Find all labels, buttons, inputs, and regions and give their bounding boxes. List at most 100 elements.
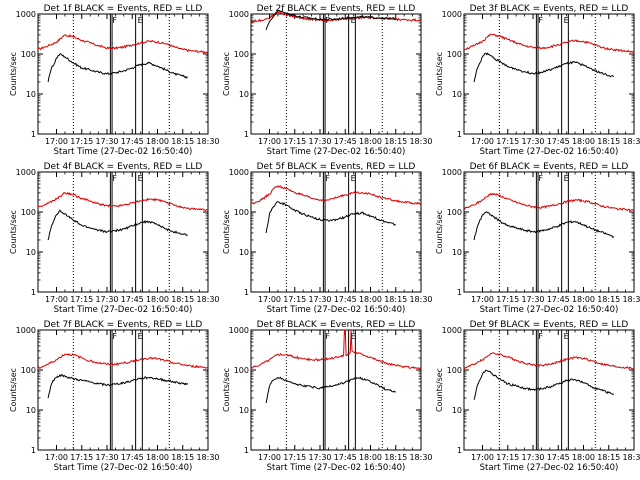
y-axis-label: Counts/sec	[9, 52, 18, 96]
panel-title: Det 8f BLACK = Events, RED = LLD	[257, 320, 416, 330]
panel-det-1: Det 1f BLACK = Events, RED = LLD 1 10 100 10…	[9, 4, 220, 157]
x-tick-label: 17:30	[308, 137, 331, 146]
x-tick-label: 18:30	[409, 137, 432, 146]
y-tick-label: 100	[234, 366, 249, 375]
x-tick-label: 18:00	[146, 137, 169, 146]
x-axis-label: Start Time (27-Dec-02 16:50:40)	[267, 147, 406, 157]
x-tick-label: 18:00	[572, 295, 595, 304]
events-series-line	[47, 373, 189, 399]
panel-title: Det 6f BLACK = Events, RED = LLD	[470, 162, 629, 172]
panel-det-2: Det 2f BLACK = Events, RED = LLD 1 10 100 10…	[222, 4, 433, 157]
x-tick-label: 18:30	[409, 453, 432, 462]
events-series-line	[473, 52, 615, 83]
x-tick-label: 17:15	[283, 453, 306, 462]
panel-det-9: Det 9f BLACK = Events, RED = LLD 1 10 100 10…	[435, 320, 640, 473]
x-axis-label: Start Time (27-Dec-02 16:50:40)	[267, 305, 406, 315]
plot-frame	[37, 329, 209, 451]
x-axis-label: Start Time (27-Dec-02 16:50:40)	[480, 463, 619, 473]
interval-flag-label: F	[112, 16, 117, 25]
lld-series-line	[250, 329, 422, 370]
x-axis-label: Start Time (27-Dec-02 16:50:40)	[54, 305, 193, 315]
x-tick-label: 18:30	[622, 137, 640, 146]
panel-title: Det 1f BLACK = Events, RED = LLD	[44, 4, 203, 14]
x-tick-label: 17:45	[121, 137, 144, 146]
interval-flag-label: F	[538, 332, 543, 341]
events-series-line	[473, 369, 614, 400]
events-series-line	[47, 209, 188, 241]
y-tick-label: 1000	[442, 168, 462, 177]
lld-series-line	[250, 185, 422, 205]
x-tick-label: 17:00	[471, 453, 494, 462]
panel-det-6: Det 6f BLACK = Events, RED = LLD 1 10 100 10…	[435, 162, 640, 315]
x-tick-label: 18:30	[196, 137, 219, 146]
x-axis-label: Start Time (27-Dec-02 16:50:40)	[267, 463, 406, 473]
lld-series-line	[37, 191, 209, 212]
x-tick-label: 17:15	[283, 137, 306, 146]
x-axis-label: Start Time (27-Dec-02 16:50:40)	[54, 147, 193, 157]
y-axis-label: Counts/sec	[9, 210, 18, 254]
x-tick-label: 17:00	[471, 137, 494, 146]
events-series-line	[473, 211, 615, 241]
lld-series-line	[463, 33, 635, 54]
y-tick-label: 10	[239, 248, 249, 257]
y-tick-label: 1	[457, 288, 462, 297]
panel-det-7: Det 7f BLACK = Events, RED = LLD 1 10 100 10…	[9, 320, 220, 473]
panel-title: Det 7f BLACK = Events, RED = LLD	[44, 320, 203, 330]
y-tick-label: 10	[452, 406, 462, 415]
y-axis-label: Counts/sec	[435, 210, 444, 254]
x-tick-label: 18:30	[622, 295, 640, 304]
y-tick-label: 1000	[442, 326, 462, 335]
x-tick-label: 17:30	[308, 295, 331, 304]
y-tick-label: 1	[31, 288, 36, 297]
y-tick-label: 1	[31, 446, 36, 455]
x-tick-label: 18:30	[196, 453, 219, 462]
y-tick-label: 10	[26, 406, 36, 415]
y-tick-label: 1	[244, 288, 249, 297]
plot-frame	[250, 13, 422, 135]
x-tick-label: 18:15	[597, 137, 620, 146]
interval-flag-label: E	[564, 332, 569, 341]
x-tick-label: 17:00	[258, 137, 281, 146]
y-axis-label: Counts/sec	[435, 368, 444, 412]
x-tick-label: 17:30	[521, 295, 544, 304]
x-tick-label: 18:00	[359, 137, 382, 146]
x-tick-label: 18:00	[146, 295, 169, 304]
x-tick-label: 17:00	[258, 295, 281, 304]
x-axis-label: Start Time (27-Dec-02 16:50:40)	[54, 463, 193, 473]
y-axis-label: Counts/sec	[222, 368, 231, 412]
panel-det-3: Det 3f BLACK = Events, RED = LLD 1 10 100 10…	[435, 4, 640, 157]
interval-flag-label: F	[112, 332, 117, 341]
x-axis-label: Start Time (27-Dec-02 16:50:40)	[480, 147, 619, 157]
interval-flag-label: F	[538, 16, 543, 25]
plot-frame	[463, 329, 635, 451]
x-tick-label: 18:15	[384, 137, 407, 146]
y-tick-label: 100	[234, 208, 249, 217]
panel-title: Det 5f BLACK = Events, RED = LLD	[257, 162, 416, 172]
y-axis-label: Counts/sec	[9, 368, 18, 412]
x-tick-label: 17:15	[283, 295, 306, 304]
x-tick-label: 17:15	[70, 137, 93, 146]
x-axis-label: Start Time (27-Dec-02 16:50:40)	[480, 305, 619, 315]
interval-flag-label: E	[351, 174, 356, 183]
interval-flag-label: F	[325, 174, 330, 183]
x-tick-label: 17:00	[45, 295, 68, 304]
x-tick-label: 17:30	[521, 453, 544, 462]
lld-series-line	[463, 192, 635, 212]
x-tick-label: 18:15	[171, 453, 194, 462]
x-tick-label: 18:30	[409, 295, 432, 304]
x-tick-label: 18:15	[171, 137, 194, 146]
x-tick-label: 18:15	[597, 295, 620, 304]
events-series-line	[47, 53, 189, 83]
lld-series-line	[463, 352, 635, 370]
x-tick-label: 17:45	[334, 295, 357, 304]
y-tick-label: 100	[447, 366, 462, 375]
interval-flag-label: F	[325, 332, 330, 341]
x-tick-label: 17:00	[471, 295, 494, 304]
y-tick-label: 100	[21, 208, 36, 217]
interval-flag-label: E	[564, 174, 569, 183]
x-tick-label: 17:30	[308, 453, 331, 462]
panel-title: Det 4f BLACK = Events, RED = LLD	[44, 162, 203, 172]
y-tick-label: 1	[457, 130, 462, 139]
interval-flag-label: F	[538, 174, 543, 183]
